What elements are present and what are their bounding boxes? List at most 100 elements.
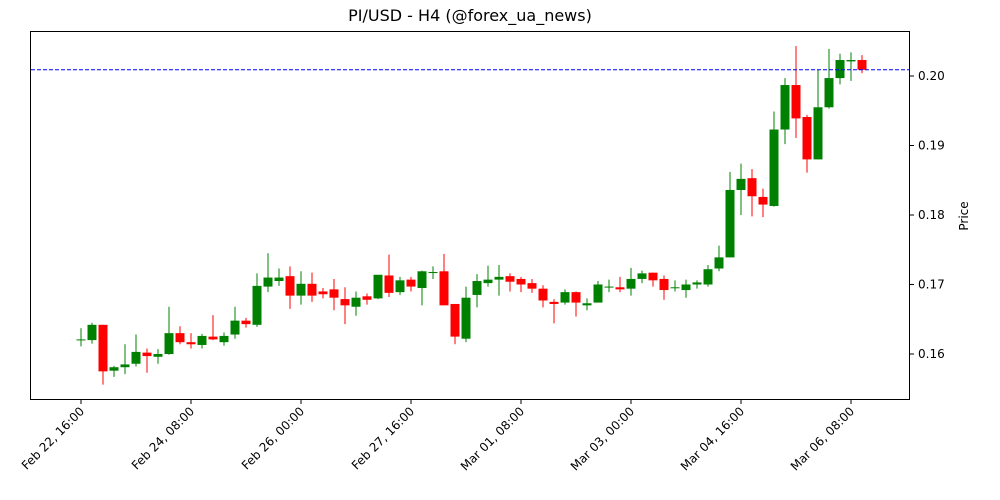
candle-body bbox=[395, 280, 405, 293]
y-tick-label: 0.16 bbox=[918, 347, 945, 361]
candle-body bbox=[857, 60, 867, 70]
candle bbox=[153, 349, 163, 364]
candle-body bbox=[109, 367, 119, 371]
candle-body bbox=[76, 339, 86, 341]
candle bbox=[615, 276, 625, 293]
candle bbox=[648, 272, 658, 287]
candle bbox=[549, 299, 559, 324]
x-axis: Feb 22, 16:00 Feb 24, 08:00 Feb 26, 00:00 F… bbox=[19, 400, 857, 473]
candle bbox=[164, 306, 174, 355]
candle bbox=[241, 317, 251, 328]
candle-body bbox=[230, 320, 240, 335]
candle bbox=[362, 293, 372, 305]
chart-title: PI/USD - H4 (@forex_ua_news) bbox=[348, 6, 592, 25]
candle-body bbox=[769, 129, 779, 206]
candle-body bbox=[351, 297, 361, 307]
candle bbox=[681, 279, 691, 298]
candle-body bbox=[571, 292, 581, 303]
candle bbox=[604, 279, 614, 293]
candle bbox=[692, 280, 702, 289]
candle-body bbox=[263, 277, 273, 287]
candle-body bbox=[813, 107, 823, 160]
candle bbox=[109, 365, 119, 377]
candle-body bbox=[725, 189, 735, 258]
candle-body bbox=[329, 289, 339, 298]
candle-body bbox=[714, 257, 724, 269]
plot-frame bbox=[30, 31, 910, 400]
candle bbox=[714, 245, 724, 272]
candle-body bbox=[527, 283, 537, 289]
candle bbox=[87, 322, 97, 344]
candle bbox=[131, 334, 141, 367]
candle-body bbox=[285, 276, 295, 296]
candle bbox=[670, 280, 680, 292]
candle-body bbox=[560, 292, 570, 303]
candle bbox=[582, 298, 592, 311]
candle-body bbox=[362, 296, 372, 300]
candle bbox=[340, 287, 350, 325]
candle-body bbox=[626, 278, 636, 289]
candle-body bbox=[483, 279, 493, 284]
candle bbox=[296, 271, 306, 305]
candle bbox=[659, 275, 669, 300]
candle-body bbox=[307, 283, 317, 296]
candle-body bbox=[747, 178, 757, 197]
candle bbox=[208, 315, 218, 341]
candle bbox=[329, 278, 339, 311]
candle bbox=[505, 273, 515, 292]
candle bbox=[725, 171, 735, 258]
candle bbox=[593, 281, 603, 303]
candle-body bbox=[835, 60, 845, 79]
candle-body bbox=[175, 333, 185, 343]
candle-body bbox=[582, 303, 592, 306]
candle bbox=[637, 270, 647, 284]
candle-body bbox=[824, 78, 834, 108]
y-tick-label: 0.17 bbox=[918, 278, 945, 292]
candle-body bbox=[791, 85, 801, 119]
candle bbox=[417, 270, 427, 306]
candle bbox=[76, 328, 86, 347]
candle bbox=[285, 266, 295, 309]
candle bbox=[307, 272, 317, 302]
candle bbox=[263, 253, 273, 293]
x-tick-label: Feb 27, 16:00 bbox=[349, 404, 417, 472]
candle bbox=[494, 265, 504, 296]
candle bbox=[769, 111, 779, 207]
candle bbox=[472, 274, 482, 308]
candle-body bbox=[274, 277, 284, 282]
candle-body bbox=[780, 85, 790, 130]
candle bbox=[835, 53, 845, 85]
candle-body bbox=[120, 364, 130, 368]
candle bbox=[274, 268, 284, 286]
candle bbox=[483, 265, 493, 287]
candle-body bbox=[87, 324, 97, 341]
candle-body bbox=[659, 278, 669, 291]
candle-body bbox=[153, 354, 163, 357]
candle-body bbox=[846, 60, 856, 62]
candle-body bbox=[516, 278, 526, 285]
candle bbox=[175, 326, 185, 345]
candles-layer bbox=[76, 46, 867, 385]
candle bbox=[560, 289, 570, 305]
candle-body bbox=[703, 269, 713, 285]
candle-body bbox=[758, 196, 768, 205]
candle bbox=[813, 69, 823, 160]
candle-body bbox=[736, 178, 746, 190]
y-tick-label: 0.20 bbox=[918, 69, 945, 83]
candle-body bbox=[384, 275, 394, 293]
candle bbox=[747, 169, 757, 217]
x-tick-label: Mar 06, 08:00 bbox=[788, 404, 857, 473]
candle-body bbox=[241, 320, 251, 325]
candle bbox=[824, 48, 834, 109]
candle-body bbox=[615, 287, 625, 290]
candle bbox=[120, 344, 130, 375]
y-tick-label: 0.19 bbox=[918, 139, 945, 153]
candle-body bbox=[450, 303, 460, 337]
x-tick-label: Feb 26, 00:00 bbox=[239, 404, 307, 472]
candle-body bbox=[417, 271, 427, 288]
candle-body bbox=[472, 281, 482, 295]
candle bbox=[186, 333, 196, 349]
candle bbox=[406, 276, 416, 292]
candle-body bbox=[318, 291, 328, 295]
